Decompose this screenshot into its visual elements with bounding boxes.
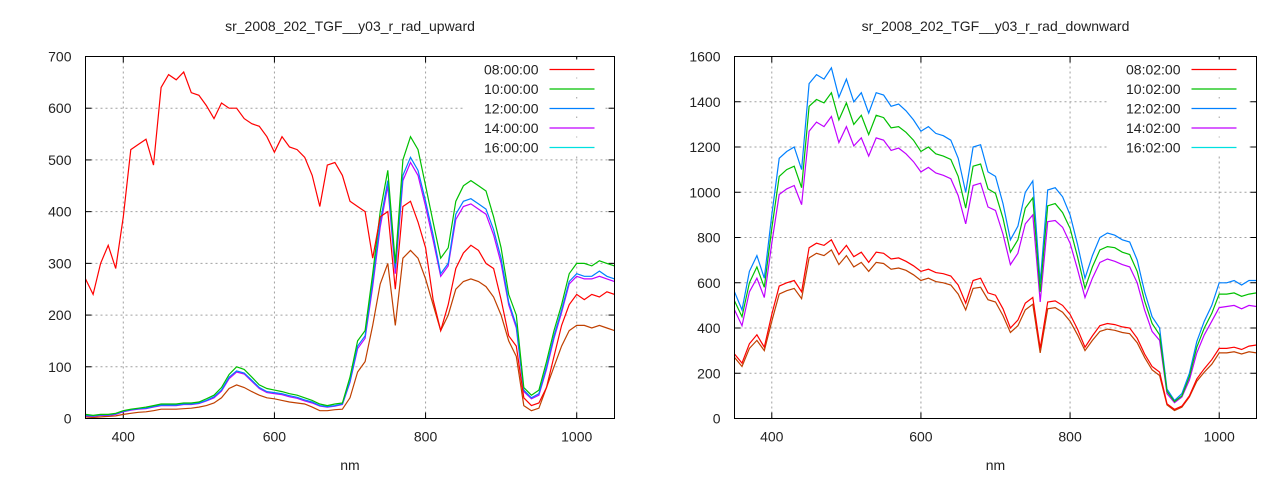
x-axis-label: nm xyxy=(986,457,1005,473)
x-tick-label: 600 xyxy=(909,429,933,445)
y-tick-label: 1200 xyxy=(689,139,720,155)
y-tick-label: 200 xyxy=(697,365,721,381)
legend-label: 08:02:00 xyxy=(1126,62,1181,78)
series-line-120000 xyxy=(85,155,615,417)
x-tick-label: 800 xyxy=(414,429,438,445)
legend-bg xyxy=(464,79,605,97)
legend-label: 14:00:00 xyxy=(484,120,539,136)
legend-label: 12:00:00 xyxy=(484,101,539,117)
chart-title: sr_2008_202_TGF__y03_r_rad_upward xyxy=(225,18,475,34)
plot-frame xyxy=(85,56,615,419)
y-tick-label: 700 xyxy=(48,49,72,65)
legend-label: 10:02:00 xyxy=(1126,81,1181,97)
legend-bg xyxy=(1106,59,1247,78)
y-tick-label: 300 xyxy=(48,255,72,271)
series-line-120200 xyxy=(734,66,1257,402)
legend-label: 16:00:00 xyxy=(484,140,539,156)
x-tick-label: 1000 xyxy=(1204,429,1235,445)
legend-bg xyxy=(1106,79,1247,97)
legend-bg xyxy=(464,137,605,156)
series-line-100000 xyxy=(85,135,615,417)
legend: 08:00:00 10:00:00 12:00:00 14:00:00 16:00:00 xyxy=(464,59,605,156)
legend-label: 08:00:00 xyxy=(484,62,539,78)
series-line-160000 xyxy=(85,249,615,419)
legend-bg xyxy=(464,98,605,117)
y-tick-label: 1600 xyxy=(689,49,720,65)
y-tick-label: 600 xyxy=(48,100,72,116)
legend-bg xyxy=(1106,137,1247,156)
legend-label: 12:02:00 xyxy=(1126,101,1181,117)
y-tick-label: 600 xyxy=(697,275,721,291)
series-line-100200 xyxy=(734,91,1257,403)
x-tick-label: 600 xyxy=(263,429,287,445)
y-tick-label: 800 xyxy=(697,230,721,246)
series-line-140200 xyxy=(734,115,1257,404)
series-line-080000 xyxy=(85,70,615,407)
x-tick-label: 400 xyxy=(112,429,136,445)
y-tick-label: 0 xyxy=(64,411,72,427)
legend: 08:02:00 10:02:00 12:02:00 14:02:00 16:02:00 xyxy=(1106,59,1247,156)
x-tick-label: 800 xyxy=(1058,429,1082,445)
y-tick-label: 400 xyxy=(48,204,72,220)
y-tick-label: 500 xyxy=(48,152,72,168)
y-tick-label: 1000 xyxy=(689,184,720,200)
legend-label: 10:00:00 xyxy=(484,81,539,97)
y-tick-label: 1400 xyxy=(689,94,720,110)
plot-frame xyxy=(734,56,1257,419)
legend-bg xyxy=(1106,98,1247,117)
series-line-080200 xyxy=(734,238,1257,411)
chart-title: sr_2008_202_TGF__y03_r_rad_downward xyxy=(862,18,1130,34)
y-tick-label: 200 xyxy=(48,307,72,323)
legend-bg xyxy=(1106,118,1247,136)
y-tick-label: 400 xyxy=(697,320,721,336)
legend-bg xyxy=(464,118,605,136)
series-line-160200 xyxy=(734,248,1257,412)
legend-label: 14:02:00 xyxy=(1126,120,1181,136)
x-tick-label: 400 xyxy=(760,429,784,445)
chart-0: 400 600 800 1000 0 100 200 300 400 500 600 700 08:00… xyxy=(48,18,615,473)
chart-1: 400 600 800 1000 0 200 400 600 800 1000 1200 1400 16… xyxy=(689,18,1257,473)
legend-label: 16:02:00 xyxy=(1126,140,1181,156)
x-axis-label: nm xyxy=(340,457,359,473)
y-tick-label: 0 xyxy=(713,411,721,427)
x-tick-label: 1000 xyxy=(561,429,592,445)
y-tick-label: 100 xyxy=(48,359,72,375)
legend-bg xyxy=(464,59,605,78)
